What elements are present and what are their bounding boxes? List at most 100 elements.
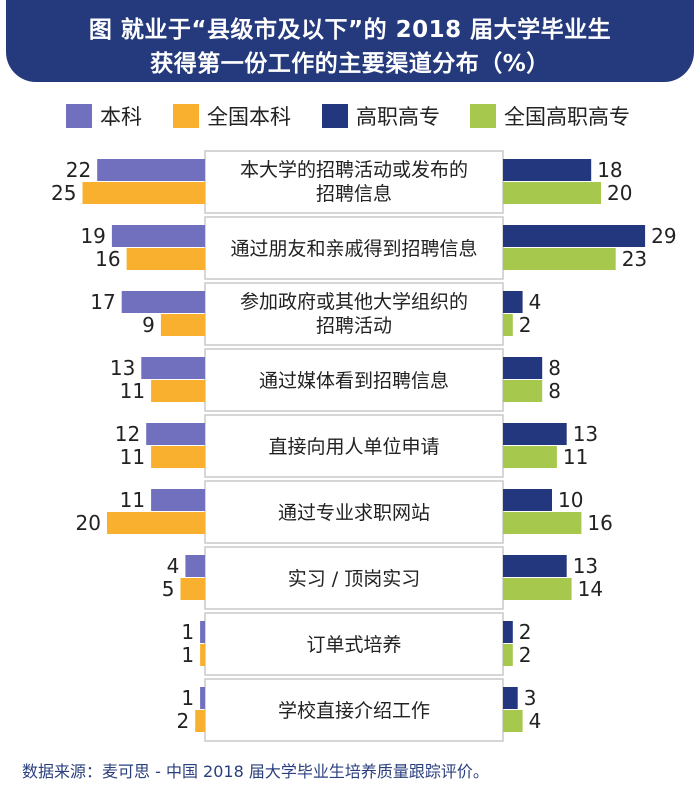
data-label: 20 xyxy=(76,511,101,535)
bar-本科 xyxy=(151,489,205,511)
bar-本科 xyxy=(141,357,205,379)
chart-title-line1: 图 就业于“县级市及以下”的 2018 届大学毕业生 xyxy=(88,17,612,43)
bar-高职高专 xyxy=(503,687,518,709)
data-label: 1 xyxy=(181,686,194,710)
bar-全国本科 xyxy=(107,512,205,534)
data-label: 9 xyxy=(142,313,155,337)
category-label: 通过媒体看到招聘信息 xyxy=(259,370,449,392)
category-box xyxy=(204,678,504,742)
legend-label-gaozhi: 高职高专 xyxy=(356,105,440,129)
bar-本科 xyxy=(97,159,205,181)
bar-全国本科 xyxy=(200,644,205,666)
category-label: 招聘活动 xyxy=(316,315,392,337)
data-label: 2 xyxy=(519,643,532,667)
data-label: 23 xyxy=(622,247,647,271)
category-box xyxy=(204,480,504,544)
legend: 本科 全国本科 高职高专 全国高职高专 xyxy=(0,100,700,132)
data-label: 11 xyxy=(120,379,145,403)
bar-高职高专 xyxy=(503,555,567,577)
legend-swatch-quanguo-benke xyxy=(173,104,199,128)
data-label: 29 xyxy=(651,224,676,248)
bar-全国本科 xyxy=(160,314,205,336)
bar-本科 xyxy=(185,555,205,577)
bar-全国高职高专 xyxy=(503,644,513,666)
bar-高职高专 xyxy=(503,357,543,379)
category-box xyxy=(204,612,504,676)
data-label: 2 xyxy=(519,313,532,337)
data-label: 1 xyxy=(181,620,194,644)
category-label: 通过专业求职网站 xyxy=(278,502,430,524)
data-label: 17 xyxy=(90,290,115,314)
bar-本科 xyxy=(146,423,205,445)
data-label: 16 xyxy=(95,247,120,271)
data-label: 8 xyxy=(548,356,561,380)
category-label: 直接向用人单位申请 xyxy=(268,436,439,458)
bar-全国高职高专 xyxy=(503,446,557,468)
category-label: 参加政府或其他大学组织的 xyxy=(240,291,468,313)
bar-本科 xyxy=(200,621,205,643)
data-label: 13 xyxy=(573,554,598,578)
bar-本科 xyxy=(121,291,205,313)
source-note: 数据来源：麦可思 - 中国 2018 届大学毕业生培养质量跟踪评价。 xyxy=(22,762,489,781)
bar-全国本科 xyxy=(82,182,205,204)
data-label: 5 xyxy=(162,577,175,601)
legend-item-quanguo-gaozhi: 全国高职高专 xyxy=(470,103,630,129)
category-label: 学校直接介绍工作 xyxy=(278,700,430,722)
data-label: 22 xyxy=(66,158,91,182)
bar-本科 xyxy=(200,687,205,709)
category-label: 通过朋友和亲戚得到招聘信息 xyxy=(230,238,477,260)
category-label: 实习 / 顶岗实习 xyxy=(288,568,420,590)
data-label: 19 xyxy=(80,224,105,248)
data-label: 10 xyxy=(558,488,583,512)
category-label: 本大学的招聘活动或发布的 xyxy=(240,159,468,181)
category-box xyxy=(204,546,504,610)
data-label: 14 xyxy=(578,577,603,601)
data-label: 8 xyxy=(548,379,561,403)
data-label: 18 xyxy=(597,158,622,182)
legend-item-quanguo-benke: 全国本科 xyxy=(173,103,291,129)
chart-title-line2: 获得第一份工作的主要渠道分布（%） xyxy=(150,51,550,77)
data-label: 3 xyxy=(524,686,537,710)
data-label: 25 xyxy=(51,181,76,205)
bar-全国高职高专 xyxy=(503,314,513,336)
bar-高职高专 xyxy=(503,423,567,445)
data-label: 11 xyxy=(120,445,145,469)
legend-item-benke: 本科 xyxy=(66,103,142,129)
bar-高职高专 xyxy=(503,225,646,247)
data-label: 2 xyxy=(176,709,189,733)
category-label: 招聘信息 xyxy=(316,183,392,205)
data-label: 16 xyxy=(587,511,612,535)
bar-全国本科 xyxy=(195,710,205,732)
legend-label-benke: 本科 xyxy=(100,105,142,129)
data-label: 13 xyxy=(110,356,135,380)
bar-全国高职高专 xyxy=(503,248,616,270)
data-label: 11 xyxy=(120,488,145,512)
bar-全国高职高专 xyxy=(503,380,543,402)
bar-全国本科 xyxy=(151,446,205,468)
data-label: 12 xyxy=(115,422,140,446)
data-label: 4 xyxy=(529,290,542,314)
bar-全国高职高专 xyxy=(503,710,523,732)
category-label: 订单式培养 xyxy=(306,634,401,656)
bar-全国本科 xyxy=(180,578,205,600)
data-label: 20 xyxy=(607,181,632,205)
legend-swatch-gaozhi xyxy=(322,104,348,128)
bar-全国本科 xyxy=(151,380,205,402)
data-label: 13 xyxy=(573,422,598,446)
bar-全国高职高专 xyxy=(503,512,582,534)
data-label: 4 xyxy=(529,709,542,733)
data-label: 4 xyxy=(167,554,180,578)
bar-全国高职高专 xyxy=(503,182,601,204)
data-label: 2 xyxy=(519,620,532,644)
bar-高职高专 xyxy=(503,291,523,313)
data-label: 1 xyxy=(181,643,194,667)
bar-高职高专 xyxy=(503,159,592,181)
legend-swatch-benke xyxy=(66,104,92,128)
bar-全国本科 xyxy=(126,248,205,270)
legend-label-quanguo-gaozhi: 全国高职高专 xyxy=(504,105,630,129)
legend-item-gaozhi: 高职高专 xyxy=(322,103,440,129)
legend-label-quanguo-benke: 全国本科 xyxy=(207,105,291,129)
bar-高职高专 xyxy=(503,489,552,511)
title-banner: 图 就业于“县级市及以下”的 2018 届大学毕业生 获得第一份工作的主要渠道分… xyxy=(6,0,694,82)
